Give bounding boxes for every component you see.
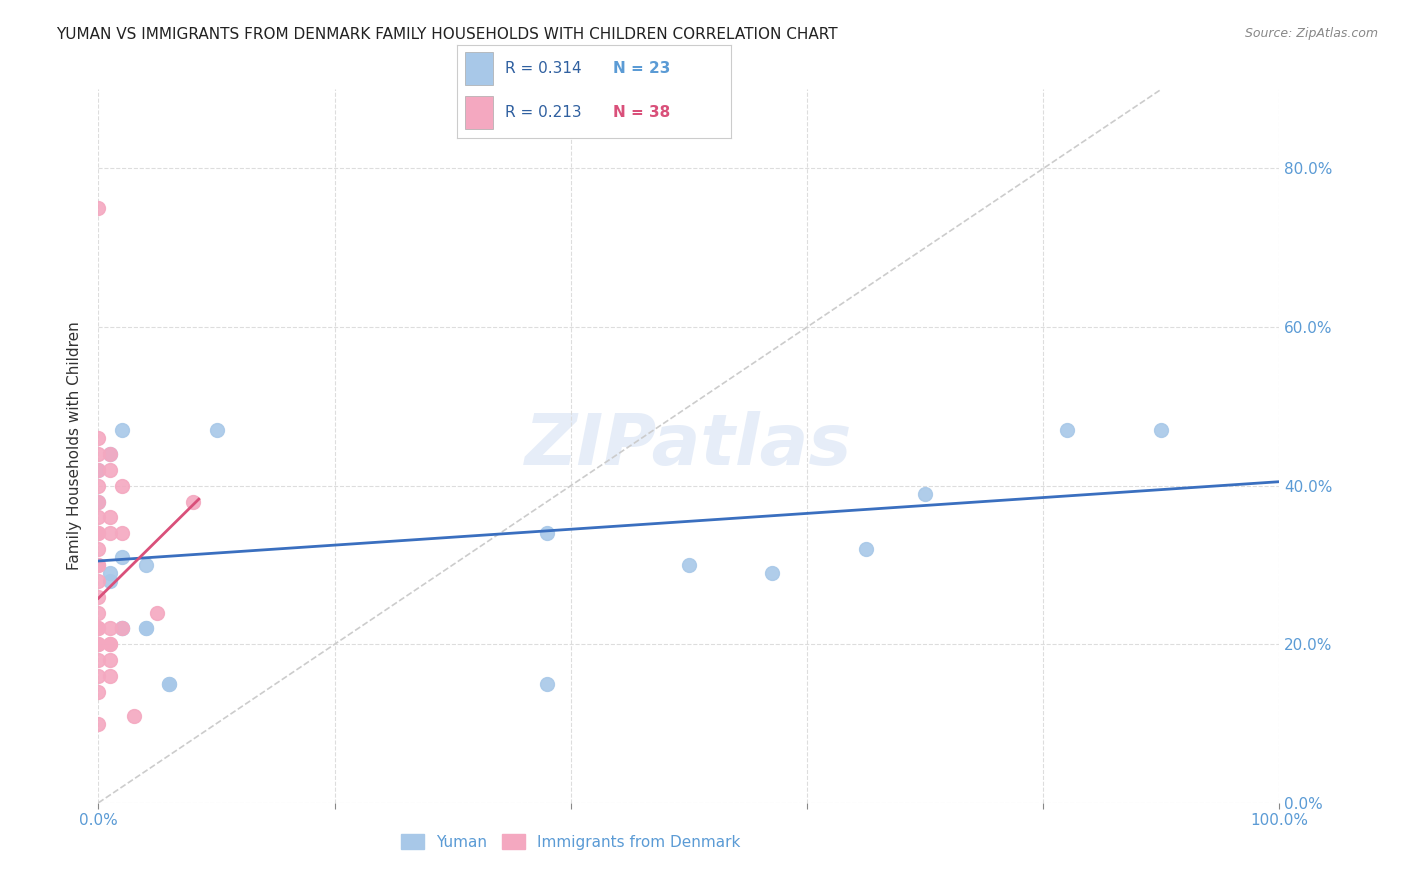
Point (98, 447, 121, 461)
Point (98, 510, 121, 524)
Point (87, 685, 110, 699)
Point (98, 566, 121, 580)
Point (98, 621, 121, 635)
Point (914, 486, 936, 500)
Point (181, 494, 204, 508)
Point (536, 526, 558, 541)
Point (122, 708, 145, 723)
Point (855, 542, 877, 557)
Text: ZIPatlas: ZIPatlas (526, 411, 852, 481)
FancyBboxPatch shape (465, 96, 492, 129)
Point (87, 526, 110, 541)
Point (98, 574, 121, 588)
Point (1056, 423, 1078, 437)
Point (87, 558, 110, 572)
Text: N = 23: N = 23 (613, 61, 671, 76)
Text: YUMAN VS IMMIGRANTS FROM DENMARK FAMILY HOUSEHOLDS WITH CHILDREN CORRELATION CHA: YUMAN VS IMMIGRANTS FROM DENMARK FAMILY … (56, 27, 838, 42)
Point (111, 423, 134, 437)
Point (87, 574, 110, 588)
Point (111, 526, 134, 541)
Point (135, 558, 157, 572)
Point (87, 201, 110, 215)
Text: R = 0.213: R = 0.213 (505, 105, 582, 120)
Point (678, 558, 700, 572)
Point (98, 669, 121, 683)
Point (87, 510, 110, 524)
Point (87, 494, 110, 508)
Point (87, 463, 110, 477)
Point (87, 542, 110, 557)
Point (111, 621, 134, 635)
Point (87, 669, 110, 683)
Point (761, 566, 783, 580)
Point (87, 590, 110, 604)
Point (1150, 423, 1173, 437)
Point (87, 621, 110, 635)
Point (157, 677, 180, 691)
Point (87, 558, 110, 572)
Y-axis label: Family Households with Children: Family Households with Children (67, 322, 83, 570)
Text: R = 0.314: R = 0.314 (505, 61, 582, 76)
Point (98, 653, 121, 667)
Point (146, 606, 169, 620)
Point (87, 637, 110, 651)
Point (98, 447, 121, 461)
Point (157, 677, 180, 691)
Point (111, 549, 134, 564)
Legend: Yuman, Immigrants from Denmark: Yuman, Immigrants from Denmark (395, 828, 747, 855)
Point (98, 637, 121, 651)
Point (135, 621, 157, 635)
Point (536, 677, 558, 691)
Point (111, 478, 134, 492)
Point (205, 423, 228, 437)
Point (98, 637, 121, 651)
Point (98, 526, 121, 541)
Text: Source: ZipAtlas.com: Source: ZipAtlas.com (1244, 27, 1378, 40)
Point (98, 463, 121, 477)
Point (87, 494, 110, 508)
Point (111, 621, 134, 635)
Point (87, 621, 110, 635)
Point (87, 637, 110, 651)
Point (87, 463, 110, 477)
Point (87, 526, 110, 541)
Point (87, 653, 110, 667)
Text: N = 38: N = 38 (613, 105, 671, 120)
Point (87, 478, 110, 492)
Point (87, 447, 110, 461)
Point (87, 716, 110, 731)
Point (111, 621, 134, 635)
Point (87, 431, 110, 445)
Point (135, 621, 157, 635)
Point (87, 606, 110, 620)
FancyBboxPatch shape (465, 52, 492, 85)
